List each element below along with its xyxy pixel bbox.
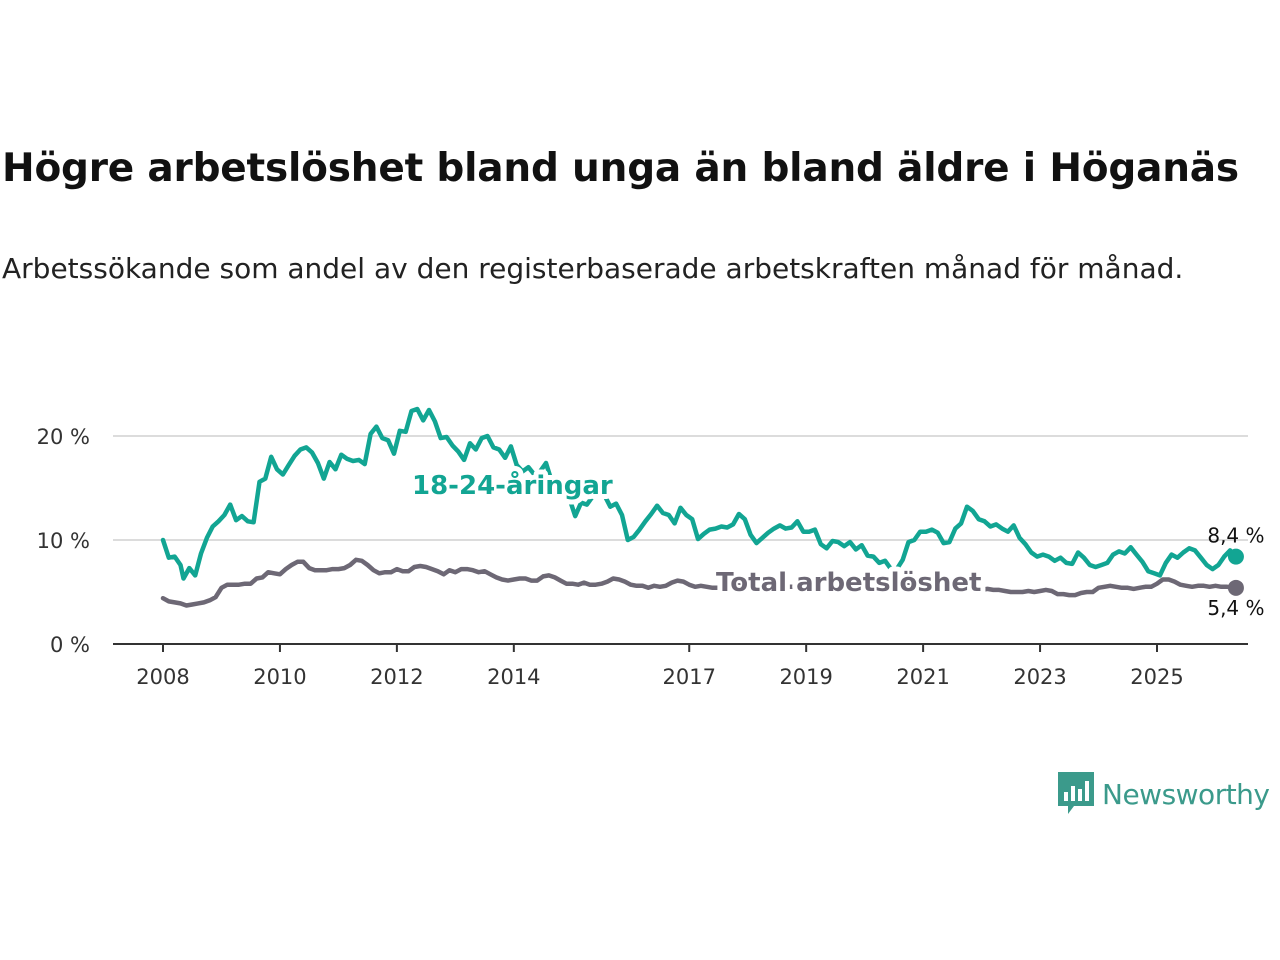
x-tick-label: 2019 — [779, 665, 832, 689]
end-label-youth: 8,4 % — [1207, 524, 1264, 548]
y-tick-label: 10 % — [37, 529, 90, 553]
x-tick-label: 2010 — [253, 665, 306, 689]
x-axis: 2008 2010 2012 2014 2017 2019 2021 2023 2025 — [113, 643, 1248, 689]
x-tick-label: 2021 — [896, 665, 949, 689]
chart-title: Högre arbetslöshet bland unga än bland ä… — [2, 146, 1239, 191]
x-tick-label: 2012 — [370, 665, 423, 689]
gridlines — [113, 435, 1248, 541]
x-tick-label: 2017 — [663, 665, 716, 689]
series-line-total — [160, 557, 1239, 608]
series-label-total: Total arbetslöshet — [716, 568, 981, 598]
newsworthy-logo-icon — [1058, 772, 1094, 814]
y-tick-label: 0 % — [50, 633, 90, 657]
y-axis-ticks: 0 % 10 % 20 % — [37, 425, 90, 657]
x-tick-label: 2014 — [487, 665, 540, 689]
series-label-youth: 18-24-åringar — [412, 469, 613, 501]
end-marker-youth — [1227, 548, 1244, 565]
series-label-total-halo: Total arbetslöshet — [716, 568, 981, 598]
end-markers: 8,4 % 5,4 % — [1207, 524, 1264, 620]
x-tick-label: 2023 — [1013, 665, 1066, 689]
chart-subtitle: Arbetssökande som andel av den registerb… — [2, 252, 1184, 285]
x-tick-label: 2008 — [136, 665, 189, 689]
line-chart: 0 % 10 % 20 % 2008 2010 2012 2014 2017 2019 2021… — [37, 406, 1265, 689]
brand-name: Newsworthy — [1102, 777, 1270, 811]
end-label-total: 5,4 % — [1207, 596, 1264, 620]
y-tick-label: 20 % — [37, 425, 90, 449]
x-tick-label: 2025 — [1130, 665, 1183, 689]
series-label-youth-halo: 18-24-åringar — [412, 469, 613, 501]
series-line-youth — [160, 406, 1239, 581]
newsworthy-brand[interactable]: Newsworthy — [1058, 772, 1270, 816]
end-marker-total — [1227, 579, 1244, 596]
series-lines — [160, 406, 1239, 608]
